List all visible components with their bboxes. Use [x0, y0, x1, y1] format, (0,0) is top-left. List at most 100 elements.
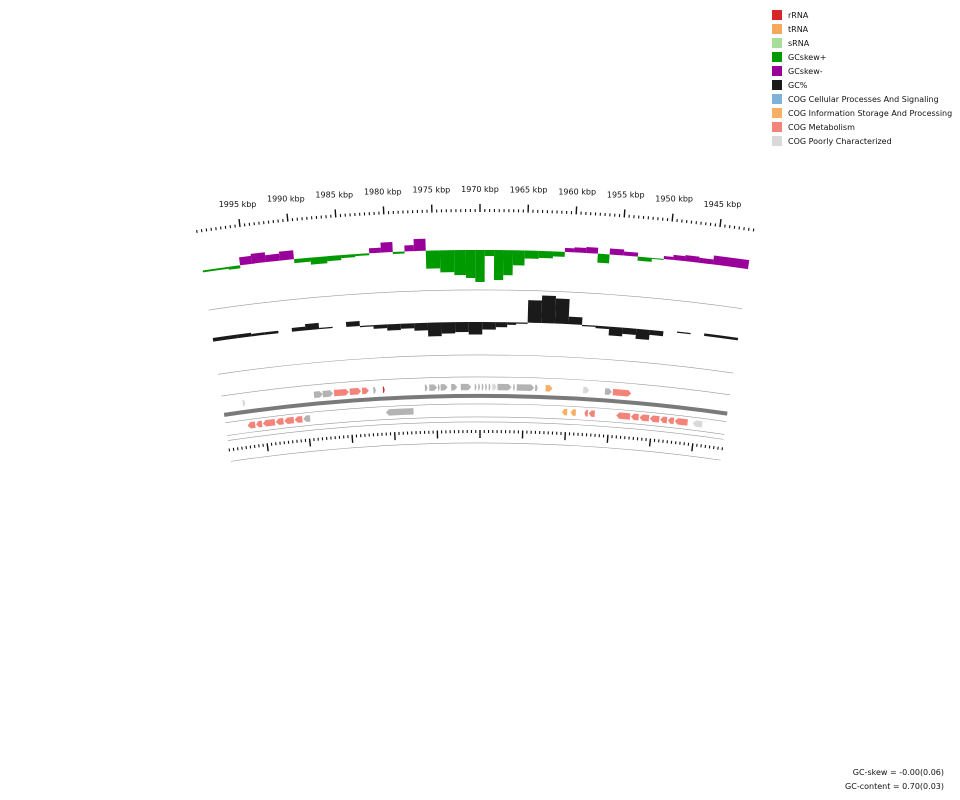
gc-skew-bin	[310, 256, 328, 265]
gc-content-bin	[373, 324, 388, 329]
gc-content-bin	[516, 322, 528, 324]
legend-item-gc-percent: GC%	[772, 78, 952, 92]
legend-swatch	[772, 52, 782, 62]
gc-skew-bin	[663, 255, 674, 260]
kbp-label: 1960 kbp	[558, 187, 596, 196]
track-ring	[227, 421, 724, 441]
major-tick	[671, 213, 674, 222]
legend-label: COG Poorly Characterized	[788, 136, 892, 146]
kbp-label: 1950 kbp	[655, 195, 693, 204]
gene-minus-strand	[562, 408, 568, 416]
gc-content-bin	[676, 331, 691, 335]
gc-content-bin	[359, 325, 374, 328]
gene-plus-strand	[373, 386, 376, 394]
kbp-label: 1980 kbp	[364, 187, 402, 196]
gc-skew-bin	[673, 254, 686, 262]
gc-content-bin	[455, 322, 469, 333]
gc-skew-bin	[404, 245, 414, 252]
gc-content-bin	[595, 325, 610, 330]
legend-label: GCskew+	[788, 52, 827, 62]
gene-plus-strand	[349, 388, 362, 396]
gc-content-bin	[507, 322, 517, 325]
kbp-label: 1995 kbp	[219, 200, 257, 209]
gene-minus-strand	[294, 415, 303, 423]
major-tick	[623, 209, 626, 218]
legend-item-gcskew-minus: GCskew-	[772, 64, 952, 78]
legend-swatch	[772, 38, 782, 48]
gene-minus-strand	[674, 418, 688, 426]
legend-swatch	[772, 136, 782, 146]
gc-content-bin	[441, 322, 456, 334]
gc-skew-bin	[454, 250, 467, 276]
track-ring	[225, 403, 727, 424]
gene-plus-strand	[361, 387, 369, 395]
gc-content-bin	[468, 321, 483, 335]
gc-skew-bin	[684, 255, 700, 263]
gene-minus-strand	[639, 414, 650, 422]
gc-skew-bin	[484, 250, 495, 257]
gc-skew-bin	[623, 251, 639, 257]
legend-item-srna: sRNA	[772, 36, 952, 50]
major-tick	[648, 438, 652, 447]
gene-plus-strand	[313, 391, 323, 399]
gene-tracks	[242, 383, 703, 429]
gene-plus-strand	[497, 383, 512, 391]
major-tick	[308, 438, 312, 447]
gene-plus-strand	[513, 384, 515, 391]
gene-minus-strand	[588, 410, 595, 417]
gc-content-bin	[495, 322, 508, 328]
gc-skew-bin	[574, 247, 587, 253]
gc-content-bin	[554, 298, 570, 325]
gc-content-bin	[608, 326, 623, 337]
gene-plus-strand	[481, 383, 484, 391]
legend-item-rrna: rRNA	[772, 8, 952, 22]
gene-plus-strand	[474, 383, 477, 391]
gc-skew-bin	[278, 250, 294, 261]
track-ring	[218, 354, 734, 375]
gene-plus-strand	[440, 384, 448, 391]
gene-plus-strand	[429, 384, 438, 391]
gene-minus-strand	[649, 415, 660, 423]
legend-swatch	[772, 24, 782, 34]
gc-skew-bin	[552, 251, 565, 257]
gene-plus-strand	[478, 383, 480, 391]
legend-swatch	[772, 80, 782, 90]
gc-content-bin	[414, 322, 429, 331]
gene-plus-strand	[516, 384, 535, 391]
gc-skew-bin	[425, 250, 441, 269]
gc-content-bin	[704, 333, 739, 341]
legend-label: tRNA	[788, 24, 809, 34]
gc-content-bin	[581, 324, 596, 327]
gene-minus-strand	[284, 416, 295, 424]
legend-swatch	[772, 66, 782, 76]
gc-skew-bin	[439, 250, 455, 273]
legend-item-trna: tRNA	[772, 22, 952, 36]
major-tick	[606, 434, 609, 443]
legend-item-cog-cellular: COG Cellular Processes And Signaling	[772, 92, 952, 106]
gene-minus-strand	[660, 416, 668, 424]
gc-content-bin	[319, 326, 333, 330]
gc-content-bin	[304, 322, 320, 331]
gc-skew-bin	[637, 256, 652, 262]
gene-plus-strand	[604, 388, 613, 395]
gc-skew-bin	[524, 250, 539, 259]
kbp-label: 1965 kbp	[510, 186, 548, 195]
gc-content-bin	[690, 334, 705, 336]
gc-skew-bin	[475, 250, 485, 283]
track-ring	[227, 416, 725, 436]
gc-skew-bin	[413, 238, 426, 252]
gene-minus-strand	[667, 417, 675, 425]
gc-skew-bin	[250, 252, 266, 264]
gc-content-bin	[663, 331, 677, 333]
gene-plus-strand	[535, 384, 538, 392]
major-tick	[266, 443, 269, 452]
gc-content-bin	[345, 320, 360, 327]
gc-skew-bin	[493, 250, 504, 281]
gc-content-bin	[649, 329, 664, 337]
legend-label: sRNA	[788, 38, 810, 48]
gc-skew-bin	[355, 253, 370, 257]
gc-content-bin	[482, 322, 496, 330]
major-tick	[691, 443, 694, 452]
legend-item-cog-metabolism: COG Metabolism	[772, 120, 952, 134]
